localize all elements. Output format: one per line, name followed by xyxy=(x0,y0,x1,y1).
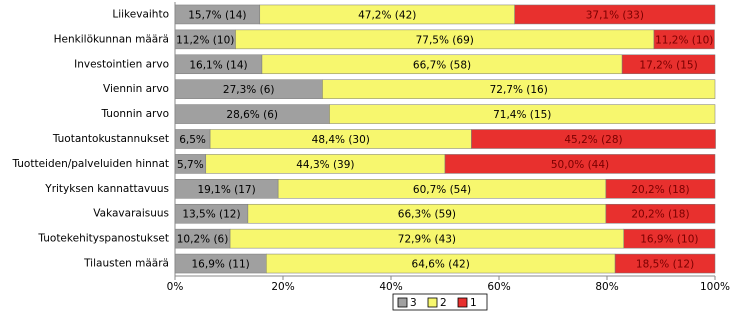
category-label: Yrityksen kannattavuus xyxy=(44,183,169,195)
value-label: 66,3% (59) xyxy=(398,209,456,221)
value-label: 50,0% (44) xyxy=(551,159,609,171)
value-label: 16,9% (11) xyxy=(192,259,250,271)
legend-label: 1 xyxy=(470,297,477,309)
value-label: 47,2% (42) xyxy=(358,9,416,21)
bar-segment xyxy=(322,79,716,99)
category-label: Tuotekehityspanostukset xyxy=(37,233,169,245)
value-label: 16,1% (14) xyxy=(189,59,247,71)
bar-segment xyxy=(621,54,716,75)
bar-segment xyxy=(444,154,716,174)
legend-swatch xyxy=(427,297,438,308)
value-label: 10,2% (6) xyxy=(177,234,229,246)
value-label: 5,7% xyxy=(177,159,204,171)
value-label: 13,5% (12) xyxy=(182,209,240,221)
value-label: 77,5% (69) xyxy=(416,34,474,46)
category-label: Tuotteiden/palveluiden hinnat xyxy=(11,158,169,170)
value-label: 27,3% (6) xyxy=(223,84,275,96)
value-label: 66,7% (58) xyxy=(413,59,471,71)
bar-segment xyxy=(614,253,716,274)
value-label: 45,2% (28) xyxy=(564,134,622,146)
value-label: 72,9% (43) xyxy=(398,234,456,246)
category-label: Tilausten määrä xyxy=(83,258,169,270)
x-tick-label: 80% xyxy=(595,281,618,293)
category-label: Investointien arvo xyxy=(74,58,169,70)
bar-segment xyxy=(514,4,716,25)
value-label: 64,6% (42) xyxy=(412,259,470,271)
value-label: 6,5% xyxy=(179,134,206,146)
x-tick-label: 40% xyxy=(379,281,402,293)
value-label: 17,2% (15) xyxy=(639,59,697,71)
bar-segment xyxy=(653,29,715,50)
category-label: Liikevaihto xyxy=(112,8,169,20)
value-label: 15,7% (14) xyxy=(188,9,246,21)
value-label: 60,7% (54) xyxy=(413,184,471,196)
category-label: Viennin arvo xyxy=(103,83,169,95)
value-label: 20,2% (18) xyxy=(631,209,689,221)
bar-segment xyxy=(623,228,716,249)
value-label: 72,7% (16) xyxy=(490,84,548,96)
value-label: 44,3% (39) xyxy=(296,159,354,171)
value-label: 11,2% (10) xyxy=(655,34,713,46)
legend-label: 2 xyxy=(440,297,447,309)
legend-swatch xyxy=(397,297,408,308)
category-label: Vakavaraisuus xyxy=(93,208,169,220)
legend-swatch xyxy=(457,297,468,308)
value-label: 16,9% (10) xyxy=(640,234,698,246)
value-label: 48,4% (30) xyxy=(312,134,370,146)
value-label: 11,2% (10) xyxy=(176,34,234,46)
x-tick-label: 20% xyxy=(271,281,294,293)
value-label: 19,1% (17) xyxy=(197,184,255,196)
x-tick-label: 60% xyxy=(487,281,510,293)
legend-label: 3 xyxy=(410,297,417,309)
value-label: 20,2% (18) xyxy=(631,184,689,196)
category-label: Henkilökunnan määrä xyxy=(54,33,169,45)
bar-segment xyxy=(471,129,716,149)
value-label: 71,4% (15) xyxy=(493,109,551,121)
x-tick-label: 0% xyxy=(167,281,184,293)
x-tick-label: 100% xyxy=(700,281,730,293)
category-label: Tuonnin arvo xyxy=(100,108,169,120)
bar-segment xyxy=(329,104,716,124)
bar-segment xyxy=(605,203,716,224)
value-label: 28,6% (6) xyxy=(226,109,278,121)
value-label: 18,5% (12) xyxy=(636,259,694,271)
value-label: 37,1% (33) xyxy=(586,9,644,21)
category-label: Tuotantokustannukset xyxy=(52,133,169,145)
bar-segment xyxy=(605,179,716,199)
